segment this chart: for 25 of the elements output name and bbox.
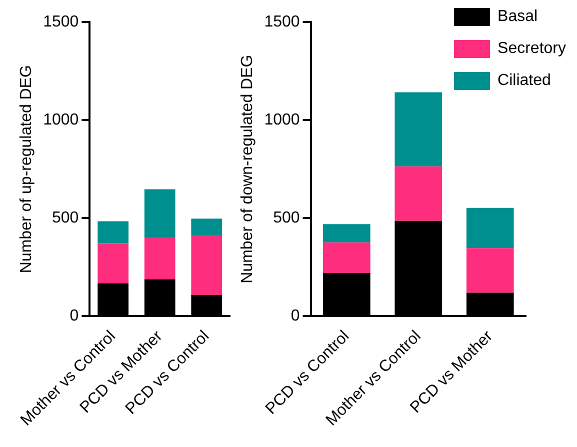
legend-label: Basal: [498, 8, 538, 26]
y-axis-title: Number of down-regulated DEG: [239, 54, 256, 284]
y-tick-label: 500: [273, 210, 300, 226]
y-tick-label: 1000: [264, 111, 300, 128]
legend-label: Secretory: [498, 40, 566, 58]
legend-label: Ciliated: [498, 72, 551, 90]
bar: [466, 248, 514, 293]
bar: [394, 92, 442, 166]
bar: [144, 189, 176, 238]
y-tick-label: 0: [70, 308, 79, 325]
y-tick-label: 1500: [264, 13, 300, 30]
y-tick-label: 500: [52, 210, 79, 226]
bar: [144, 238, 176, 280]
y-axis-title: Number of up-regulated DEG: [18, 65, 35, 274]
bar: [191, 234, 222, 295]
y-tick-label: 1500: [43, 13, 79, 30]
bar: [98, 243, 129, 284]
y-tick-label: 1000: [43, 111, 79, 128]
bar: [191, 218, 222, 235]
bar: [322, 242, 370, 273]
bar: [322, 224, 370, 242]
bar: [394, 166, 442, 221]
bar: [466, 208, 514, 248]
bar: [98, 221, 129, 244]
y-tick-label: 0: [290, 308, 300, 325]
